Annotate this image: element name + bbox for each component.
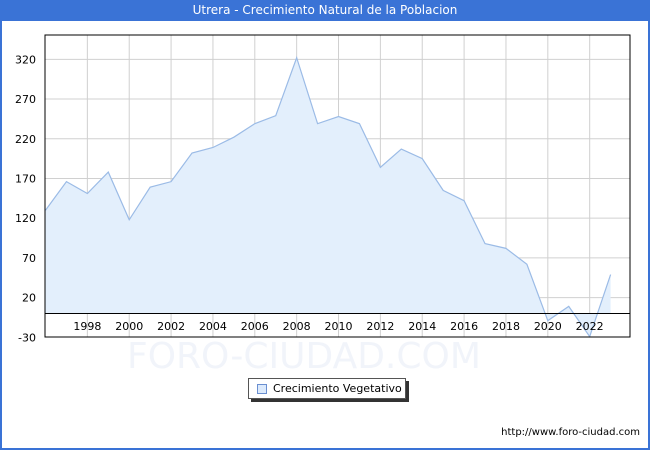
svg-text:320: 320 [15, 53, 36, 66]
svg-text:2018: 2018 [492, 320, 520, 333]
svg-text:170: 170 [15, 172, 36, 185]
y-axis-labels: 320 270 220 170 120 70 20 -30 [15, 53, 36, 344]
svg-text:-30: -30 [18, 331, 36, 344]
svg-text:2020: 2020 [534, 320, 562, 333]
square-swatch-icon [257, 384, 267, 394]
svg-text:70: 70 [22, 252, 36, 265]
svg-text:120: 120 [15, 212, 36, 225]
svg-text:270: 270 [15, 93, 36, 106]
svg-text:2006: 2006 [241, 320, 269, 333]
svg-text:2022: 2022 [576, 320, 604, 333]
svg-text:2000: 2000 [115, 320, 143, 333]
svg-text:1998: 1998 [73, 320, 101, 333]
source-url[interactable]: http://www.foro-ciudad.com [501, 427, 640, 438]
x-axis-labels: 1998 2000 2002 2004 2006 2008 2010 2012 2014 2016… [73, 320, 603, 333]
chart-title: Utrera - Crecimiento Natural de la Pobla… [0, 0, 650, 21]
svg-text:2010: 2010 [325, 320, 353, 333]
svg-text:2008: 2008 [283, 320, 311, 333]
legend: Crecimiento Vegetativo [248, 378, 406, 399]
svg-text:2002: 2002 [157, 320, 185, 333]
svg-text:2012: 2012 [366, 320, 394, 333]
area-fill [45, 57, 611, 337]
svg-text:2004: 2004 [199, 320, 227, 333]
svg-text:20: 20 [22, 292, 36, 305]
legend-label: Crecimiento Vegetativo [273, 382, 402, 395]
svg-text:220: 220 [15, 133, 36, 146]
data-line [45, 55, 612, 338]
watermark: FORO-CIUDAD.COM [127, 336, 481, 377]
svg-text:2014: 2014 [408, 320, 436, 333]
plot-border [44, 34, 631, 338]
svg-text:2016: 2016 [450, 320, 478, 333]
